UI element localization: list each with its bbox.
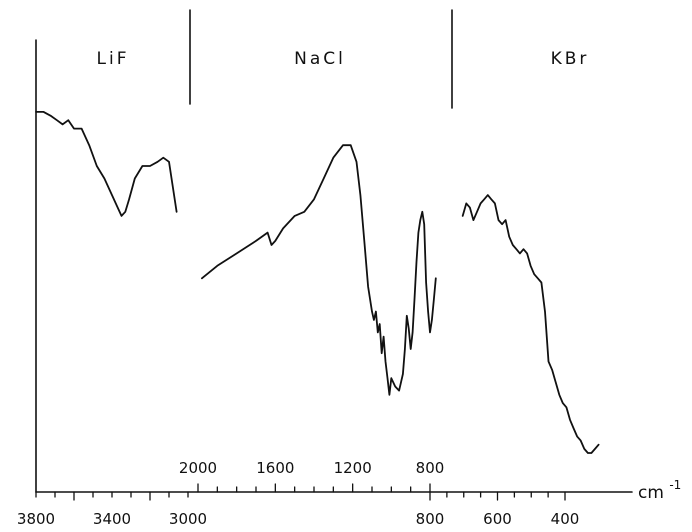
lower-tick-label: 3800 bbox=[17, 510, 55, 528]
spectrum-trace-nacl bbox=[201, 144, 437, 396]
region-label-nacl: NaCl bbox=[294, 49, 346, 69]
upper-tick-label: 1600 bbox=[256, 459, 294, 477]
plot-frame bbox=[35, 39, 633, 493]
spectrum-trace-kbr bbox=[461, 194, 600, 454]
spectrum-traces bbox=[35, 111, 600, 454]
lower-tick-label: 400 bbox=[551, 510, 580, 528]
lower-tick-label: 800 bbox=[416, 510, 445, 528]
upper-tick-label: 2000 bbox=[179, 459, 217, 477]
x-unit-superscript: -1 bbox=[669, 478, 681, 492]
upper-tick-label: 1200 bbox=[334, 459, 372, 477]
region-label-lif: LiF bbox=[97, 49, 130, 69]
axis-ticks: 3800 3400 3000 800 600 400 2000 1600 1200 800 bbox=[17, 459, 579, 528]
region-label-kbr: KBr bbox=[551, 49, 590, 69]
spectrum-trace-lif bbox=[35, 111, 178, 217]
lower-tick-label: 3000 bbox=[169, 510, 207, 528]
lower-tick-label: 3400 bbox=[93, 510, 131, 528]
lower-tick-label: 600 bbox=[483, 510, 512, 528]
region-labels: LiF NaCl KBr bbox=[97, 9, 590, 109]
x-unit-text: cm bbox=[638, 483, 664, 503]
upper-tick-label: 800 bbox=[416, 459, 445, 477]
x-unit-label: cm -1 bbox=[638, 478, 681, 503]
